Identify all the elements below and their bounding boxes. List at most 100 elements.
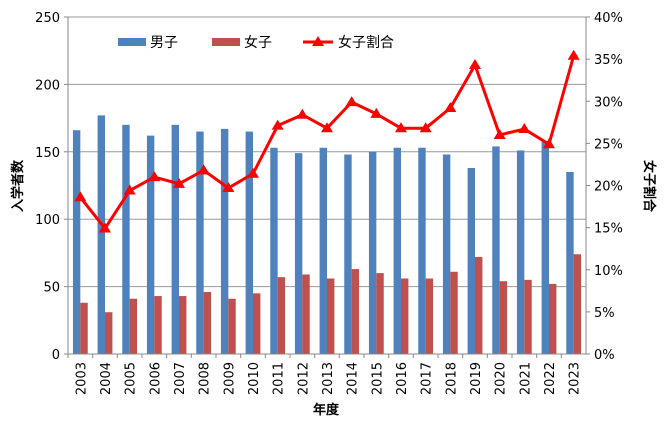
y-tick-label: 50 [43,281,60,296]
bar-male [442,154,451,354]
y2-tick-label: 10% [594,264,623,279]
x-tick-label: 2011 [272,362,287,395]
x-tick-label: 2008 [198,362,213,395]
bar-male [171,124,179,354]
bar-female [105,312,113,354]
ratio-marker [123,184,136,195]
bar-female [179,296,187,354]
bar-male [270,147,278,354]
bar-male [541,141,549,354]
ratio-marker [173,177,185,188]
axes [64,16,590,358]
bar-male [245,131,253,354]
x-axis-title: 年度 [313,402,340,418]
legend: 男子 女子 女子割合 [118,34,394,51]
bar-female [376,273,384,354]
x-tick-label: 2014 [346,362,361,395]
y2-tick-label: 20% [594,180,623,195]
ratio-marker [444,101,457,112]
legend-marker-ratio [312,36,324,46]
x-tick-label: 2003 [74,362,89,395]
legend-label-ratio: 女子割合 [338,34,394,51]
x-tick-label: 2012 [296,362,311,395]
bar-male [344,154,352,354]
x-tick-label: 2015 [370,362,385,395]
bar-female [549,283,557,354]
x-tick-label: 2006 [148,362,163,395]
y2-tick-label: 35% [594,53,623,68]
x-tick-label: 2016 [395,362,410,395]
bar-female [302,274,310,354]
x-tick-label: 2018 [444,362,459,395]
y-tick-label: 150 [35,146,60,161]
ratio-marker [419,122,432,133]
ratio-marker [74,191,87,202]
bar-female [228,298,236,354]
x-tick-label: 2021 [518,362,533,395]
legend-label-female: 女子 [244,34,272,51]
x-tick-label: 2019 [469,362,484,395]
bar-female [277,277,286,354]
bar-female [475,256,483,354]
ratio-marker [493,128,506,139]
y2-tick-label: 25% [594,137,623,152]
ratio-marker [296,108,309,119]
y-tick-label: 100 [35,213,60,228]
ratio-marker [99,222,111,233]
x-tick-label: 2020 [494,362,509,395]
x-tick-label: 2007 [173,362,188,395]
ratio-marker [345,96,358,107]
ratio-marker [518,123,531,134]
y-tick-label: 0 [52,348,60,363]
bar-male [418,147,426,354]
ratio-marker [395,122,407,133]
ratio-marker [271,119,284,130]
bar-male [146,135,155,354]
y2-tick-label: 5% [594,306,615,321]
y2-tick-label: 30% [594,95,623,110]
y2-tick-labels: 0% 5% 10% 15% 20% 25% 30% 35% 40% [594,11,623,363]
bar-female [327,278,335,354]
ratio-marker [567,49,580,60]
legend-swatch-male [118,38,146,46]
bar-male [196,131,204,354]
bar-male [467,167,475,354]
ratio-marker [222,182,235,193]
bar-female [253,293,261,354]
bar-female [129,298,138,354]
ratio-marker [543,138,555,149]
y-tick-label: 250 [35,11,60,26]
bar-female [425,278,434,354]
x-tick-label: 2017 [420,362,435,395]
y2-axis-title: 女子割合 [641,160,657,213]
x-tick-label: 2005 [124,362,139,395]
bar-male [294,153,303,354]
ratio-line-series [74,49,580,233]
y-axis-title: 入学者数 [10,159,26,212]
bar-female [450,271,458,354]
y-tick-label: 200 [35,78,60,93]
ratio-marker [247,167,259,178]
bar-female [401,278,409,354]
bar-female [351,269,360,354]
ratio-marker [148,171,161,182]
bar-female [203,291,212,354]
x-tick-label: 2004 [99,362,114,395]
x-tick-label: 2013 [321,362,336,395]
bar-female [524,279,532,354]
bar-male [492,146,500,354]
ratio-marker [321,122,333,133]
bar-male [220,128,229,354]
bar-male [516,150,525,354]
bar-male [72,130,81,354]
y2-tick-label: 40% [594,11,623,26]
y2-tick-label: 15% [594,222,623,237]
bar-male [319,147,327,354]
ratio-marker [197,164,210,175]
bar-female [499,281,508,354]
x-tick-label: 2009 [222,362,237,395]
bar-male [566,172,574,354]
x-tick-label: 2022 [543,362,558,395]
legend-label-male: 男子 [150,35,178,51]
